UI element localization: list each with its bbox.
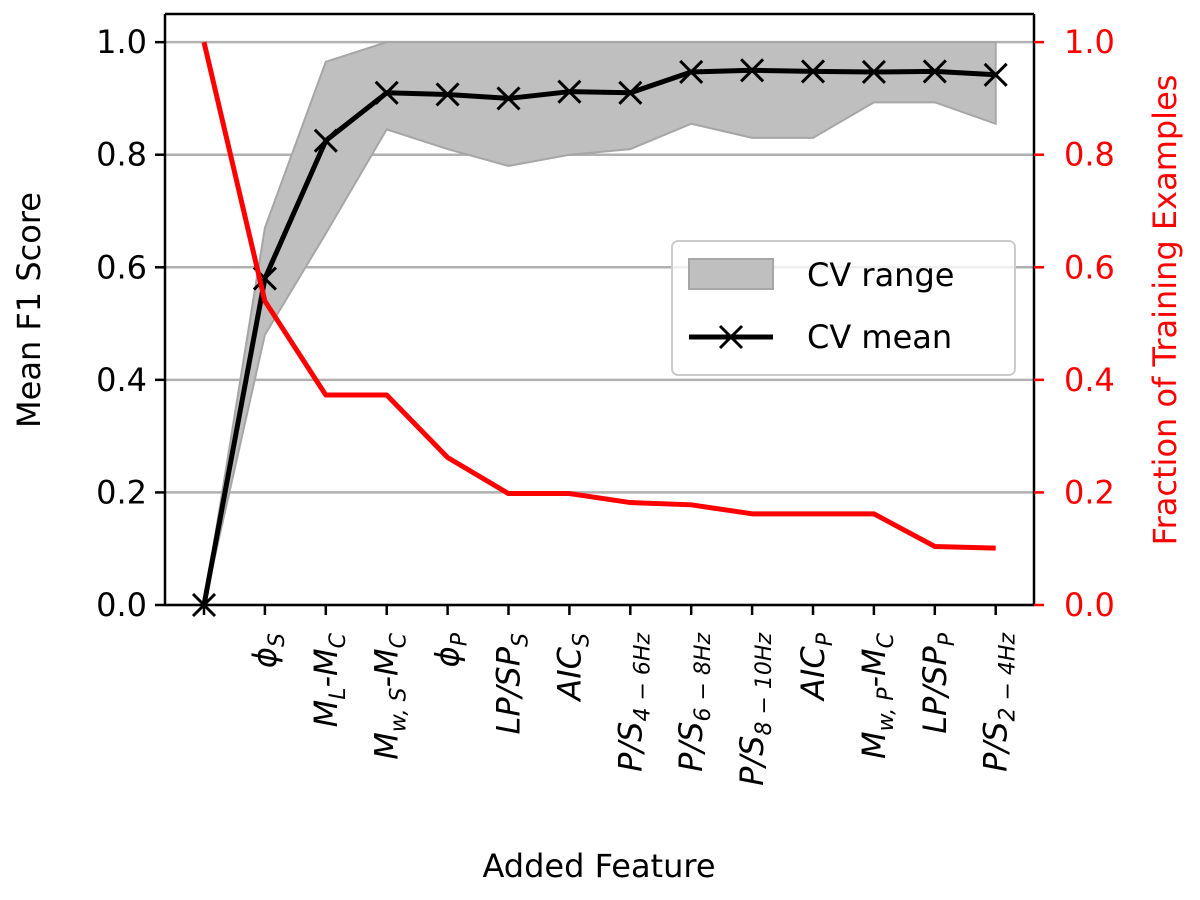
x-tick-label: Mw, P​-MC​	[855, 632, 899, 759]
axes-frame	[163, 12, 1036, 607]
left-y-ticks: 0.0 0.2 0.4 0.6 0.8 1.0	[96, 23, 165, 624]
cv-mean-marker	[922, 59, 947, 84]
cv-mean-series-layer	[191, 58, 1008, 618]
cv-range-band	[203, 41, 997, 606]
cv-mean-marker	[557, 79, 582, 104]
x-tick-label: P/S8 − 10Hz​	[733, 633, 777, 786]
right-y-axis-title: Fraction of Training Examples	[1146, 75, 1184, 546]
x-tick-label: LP/SPS​	[490, 633, 534, 735]
training-fraction-series-layer	[201, 41, 996, 551]
x-tick-label: P/S4 − 6Hz​	[611, 633, 655, 772]
x-tick-label: Mw, S​-MC​	[368, 632, 412, 759]
x-axis-title: Added Feature	[482, 847, 715, 885]
right-y-ticks: 0.0 0.2 0.4 0.6 0.8 1.0	[1034, 23, 1115, 624]
cv-range-band-layer	[203, 41, 997, 606]
cv-mean-marker	[313, 128, 338, 153]
y-tick-label: 0.0	[96, 586, 147, 624]
y-tick-label: 1.0	[96, 23, 147, 61]
cv-mean-marker	[496, 86, 521, 111]
legend-label-cv-range: CV range	[807, 256, 954, 294]
training-fraction-line	[201, 41, 996, 551]
legend: CV range CV mean	[671, 240, 1016, 376]
legend-swatch-cv-range	[688, 258, 774, 290]
cv-mean-line	[201, 67, 996, 606]
cv-mean-marker	[861, 59, 886, 85]
x-tick-label: AICP​	[794, 632, 838, 702]
x-tick-label: P/S2 − 4Hz​	[977, 633, 1021, 772]
cv-mean-marker	[374, 80, 399, 105]
x-ticks: ϕS​ ML​-MC​ Mw, S​-MC​ ϕP​ LP/SPS​ AICS​ P/S4 …	[202, 605, 1021, 786]
y-axis-title: Mean F1 Score	[10, 192, 48, 428]
cv-mean-marker	[983, 62, 1008, 87]
right-y-tick-label: 1.0	[1064, 23, 1115, 61]
cv-mean-marker	[740, 58, 765, 83]
cv-mean-marker	[435, 82, 460, 107]
y-tick-label: 0.2	[96, 473, 147, 511]
x-tick-label: ML​-MC​	[307, 632, 351, 727]
y-tick-label: 0.8	[96, 136, 147, 174]
x-tick-label: P/S6 − 8Hz​	[672, 633, 716, 772]
x-tick-label: AICS​	[550, 633, 594, 703]
y-tick-label: 0.4	[96, 361, 147, 399]
legend-label-cv-mean: CV mean	[807, 318, 952, 356]
cv-mean-marker	[679, 59, 704, 85]
right-y-tick-label: 0.2	[1064, 473, 1115, 511]
x-tick-label: LP/SPP​	[916, 632, 960, 734]
right-y-tick-label: 0.6	[1064, 248, 1115, 286]
right-y-tick-label: 0.8	[1064, 136, 1115, 174]
y-tick-label: 0.6	[96, 248, 147, 286]
right-y-tick-label: 0.0	[1064, 586, 1115, 624]
cv-mean-marker	[800, 59, 826, 84]
cv-mean-marker	[618, 80, 643, 105]
x-tick-label: ϕS​	[246, 633, 290, 668]
x-tick-label: ϕP​	[429, 632, 473, 667]
right-y-tick-label: 0.4	[1064, 361, 1115, 399]
legend-marker-cv-mean	[718, 324, 744, 350]
